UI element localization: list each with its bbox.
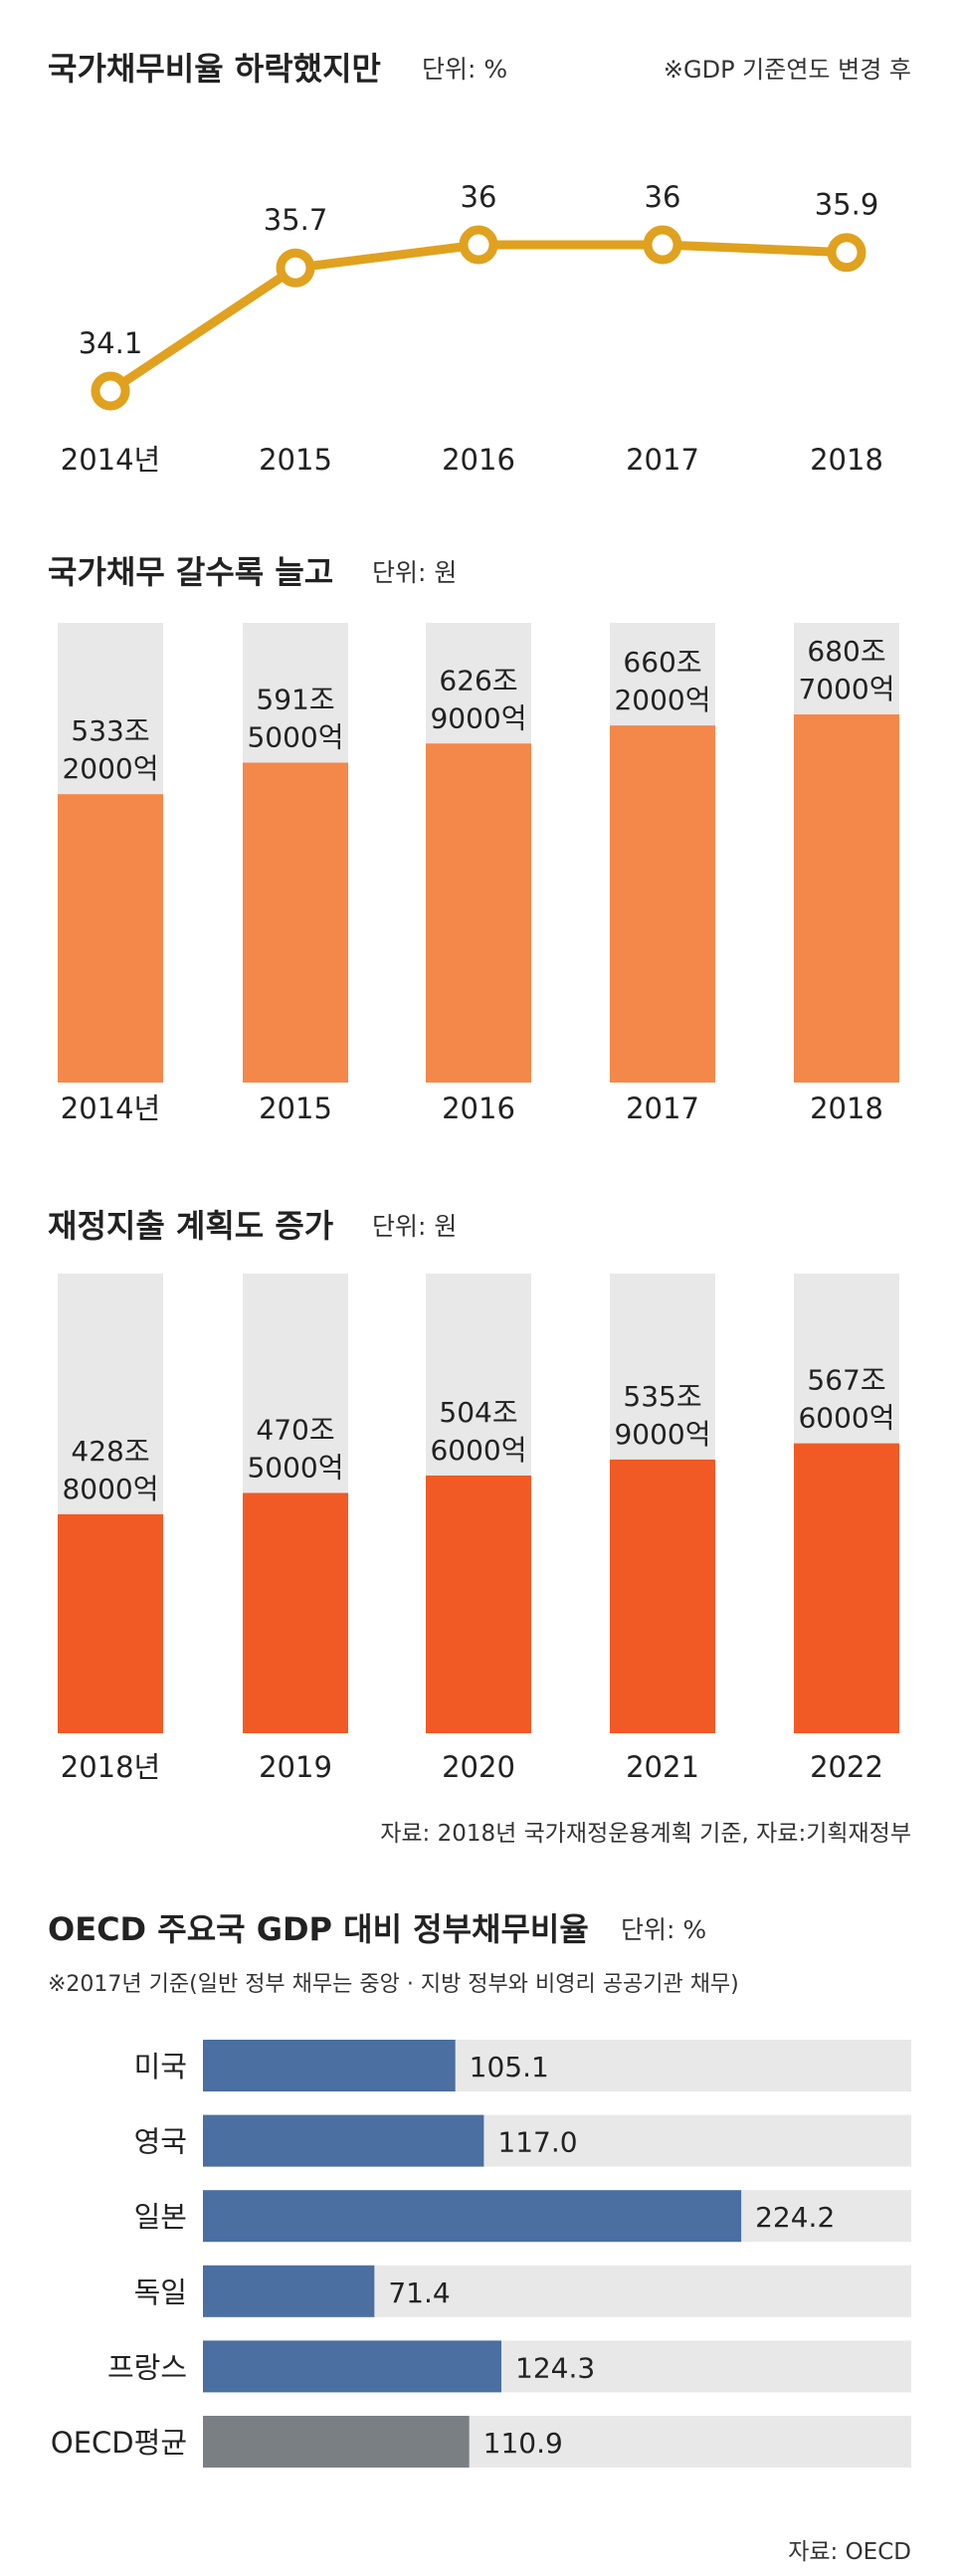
bar-value-label-line1: 428조 <box>71 1435 149 1468</box>
hbar-chart-title: OECD 주요국 GDP 대비 정부채무비율 <box>48 1910 589 1948</box>
bar <box>610 725 715 1083</box>
hbar-source: 자료: OECD <box>788 2539 911 2565</box>
bar-x-tick-label: 2021 <box>626 1750 699 1784</box>
bar-value-label-line2: 5000억 <box>247 1451 343 1484</box>
oecd-debt-ratio-bar-chart: OECD 주요국 GDP 대비 정부채무비율 단위: % ※2017년 기준(일… <box>48 1910 911 2565</box>
hbar <box>203 2265 375 2317</box>
bar-x-tick-label: 2015 <box>259 1091 332 1125</box>
line-value-label: 36 <box>461 180 497 214</box>
bar-x-tick-label: 2020 <box>442 1750 515 1784</box>
bar2-source: 자료: 2018년 국가재정운용계획 기준, 자료:기획재정부 <box>380 1821 911 1847</box>
bar <box>426 1475 531 1733</box>
hbar <box>203 2416 470 2468</box>
bar-x-tick-label: 2022 <box>810 1750 883 1784</box>
bar <box>794 1443 899 1733</box>
bar-value-label-line1: 660조 <box>623 646 701 679</box>
line-point <box>827 233 866 273</box>
bar-value-label-line2: 6000억 <box>430 1434 526 1467</box>
hbar-category-label: 미국 <box>134 2050 187 2083</box>
hbar-chart-note: ※2017년 기준(일반 정부 채무는 중앙 · 지방 정부와 비영리 공공기관… <box>48 1972 739 1997</box>
bar1-chart-unit: 단위: 원 <box>372 558 457 587</box>
line-x-tick-label: 2015 <box>259 443 332 477</box>
line-chart-title: 국가채무비율 하락했지만 <box>48 50 381 88</box>
hbar-category-label: OECD평균 <box>51 2426 187 2460</box>
hbar-chart-unit: 단위: % <box>621 1915 706 1944</box>
bar <box>426 743 531 1083</box>
hbar-category-label: 일본 <box>134 2200 187 2234</box>
line-point <box>459 225 498 265</box>
hbar <box>203 2190 742 2243</box>
line-chart-unit: 단위: % <box>422 55 507 84</box>
bar1-chart-title: 국가채무 갈수록 늘고 <box>48 553 333 591</box>
hbar <box>203 2040 456 2091</box>
line-value-label: 35.9 <box>815 188 879 222</box>
hbar <box>203 2340 502 2393</box>
line-point <box>643 225 682 265</box>
bar-value-label-line2: 7000억 <box>798 673 894 705</box>
bar-value-label-line1: 533조 <box>71 714 149 747</box>
bar-value-label-line2: 2000억 <box>62 752 158 785</box>
line-chart-note: ※GDP 기준연도 변경 후 <box>664 56 911 84</box>
hbar-value-label: 110.9 <box>483 2427 563 2460</box>
bar-value-label-line1: 591조 <box>256 684 334 716</box>
bar-x-tick-label: 2019 <box>259 1750 332 1784</box>
bar <box>610 1459 715 1733</box>
national-debt-bar-chart: 국가채무 갈수록 늘고 단위: 원 533조 2000억 2014년 591조 5000… <box>48 553 899 1125</box>
line-point <box>276 248 315 288</box>
bar-x-tick-label: 2018년 <box>61 1750 160 1784</box>
hbar-category-label: 프랑스 <box>107 2350 187 2384</box>
bar-value-label-line2: 6000억 <box>798 1402 894 1435</box>
bar-x-tick-label: 2014년 <box>61 1091 160 1125</box>
bar-x-tick-label: 2018 <box>810 1091 883 1125</box>
bar-value-label-line2: 2000억 <box>614 684 710 716</box>
line-x-tick-label: 2018 <box>810 443 883 477</box>
bar-value-label-line2: 5000억 <box>247 721 343 754</box>
hbar-value-label: 71.4 <box>388 2277 450 2309</box>
bar <box>794 714 899 1083</box>
fiscal-spending-bar-chart: 재정지출 계획도 증가 단위: 원 428조 8000억 2018년 470조 5000… <box>48 1207 911 1847</box>
bar <box>58 794 163 1083</box>
bar-value-label-line2: 9000억 <box>614 1418 710 1451</box>
bar-value-label-line1: 470조 <box>256 1413 334 1446</box>
bar-x-tick-label: 2016 <box>442 1091 515 1125</box>
line-x-tick-label: 2017 <box>626 443 699 477</box>
bar <box>58 1513 163 1733</box>
line-value-label: 35.7 <box>264 203 328 237</box>
bar-value-label-line1: 626조 <box>439 664 517 696</box>
bar2-chart-unit: 단위: 원 <box>372 1212 457 1241</box>
bar-value-label-line2: 9000억 <box>430 701 526 734</box>
bar <box>243 1492 348 1733</box>
hbar-value-label: 224.2 <box>755 2201 835 2234</box>
bar-value-label-line1: 680조 <box>807 635 885 668</box>
bar-x-tick-label: 2017 <box>626 1091 699 1125</box>
hbar-category-label: 영국 <box>134 2125 187 2159</box>
bar-value-label-line1: 535조 <box>623 1380 701 1413</box>
line-value-label: 34.1 <box>79 326 143 360</box>
hbar <box>203 2114 484 2167</box>
bar <box>243 762 348 1083</box>
line-point <box>91 371 130 411</box>
bar-value-label-line1: 567조 <box>807 1364 885 1397</box>
debt-ratio-series-line <box>105 240 852 396</box>
bar-value-label-line2: 8000억 <box>62 1473 158 1505</box>
hbar-value-label: 117.0 <box>497 2126 577 2159</box>
hbar-category-label: 독일 <box>134 2276 187 2309</box>
hbar-value-label: 124.3 <box>515 2351 595 2384</box>
bar2-chart-title: 재정지출 계획도 증가 <box>48 1207 333 1245</box>
line-x-tick-label: 2016 <box>442 443 515 477</box>
line-x-tick-label: 2014년 <box>61 443 160 477</box>
debt-ratio-line-chart: 국가채무비율 하락했지만 단위: % ※GDP 기준연도 변경 후 34.1 35… <box>48 50 911 477</box>
hbar-value-label: 105.1 <box>470 2051 549 2083</box>
line-value-label: 36 <box>645 180 681 214</box>
bar-value-label-line1: 504조 <box>439 1396 517 1429</box>
